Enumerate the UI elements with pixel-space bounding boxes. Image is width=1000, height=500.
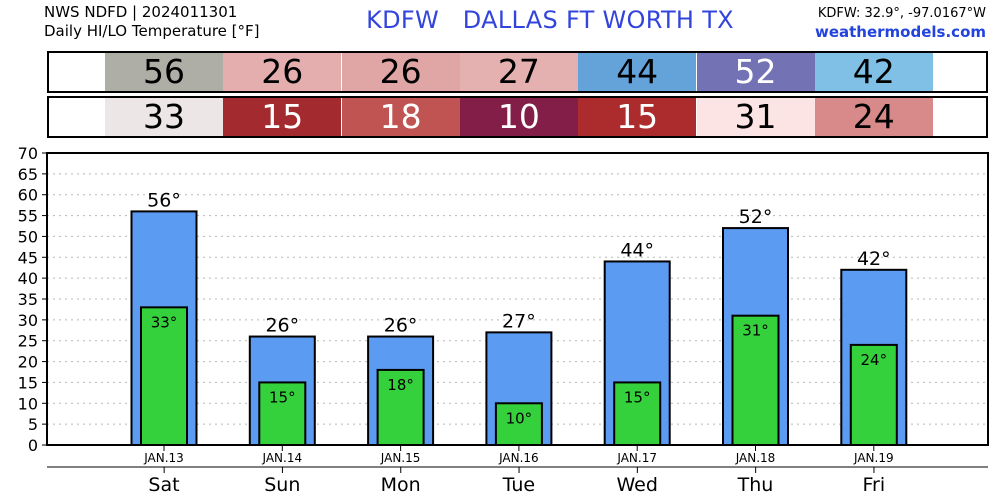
y-tick-label: 30 xyxy=(18,311,38,330)
low-temp-label: 33° xyxy=(151,313,178,331)
low-strip-cell: 31 xyxy=(696,98,815,136)
header-right: KDFW: 32.9°, -97.0167°W weathermodels.co… xyxy=(815,4,986,42)
high-temp-strip: 56 26 26 27 44 52 42 xyxy=(47,51,988,93)
day-label: Tue xyxy=(502,474,535,496)
low-temp-label: 24° xyxy=(861,351,888,369)
high-temp-label: 52° xyxy=(739,206,773,228)
low-temp-strip: 33 15 18 10 15 31 24 xyxy=(47,96,988,138)
high-temp-label: 56° xyxy=(147,189,181,211)
high-strip-cell: 26 xyxy=(223,53,342,91)
low-strip-cell: 18 xyxy=(341,98,460,136)
low-temp-label: 15° xyxy=(624,388,651,406)
low-temp-bar xyxy=(849,343,898,446)
high-strip-cell: 26 xyxy=(341,53,460,91)
station-coords: KDFW: 32.9°, -97.0167°W xyxy=(817,6,986,21)
y-tick-label: 0 xyxy=(28,436,38,455)
high-temp-label: 27° xyxy=(502,310,536,332)
y-tick-label: 40 xyxy=(18,269,38,288)
high-strip-cell: 42 xyxy=(814,53,933,91)
plot-frame xyxy=(46,152,989,446)
high-temp-label: 26° xyxy=(265,315,299,337)
low-strip-cell: 33 xyxy=(105,98,223,136)
date-label: JAN.13 xyxy=(143,451,184,465)
day-label: Sat xyxy=(148,474,179,496)
y-tick-label: 60 xyxy=(18,186,38,205)
low-temp-bar xyxy=(258,381,307,446)
low-temp-label: 10° xyxy=(506,409,533,427)
low-strip-cell: 24 xyxy=(814,98,933,136)
low-temp-label: 31° xyxy=(742,322,769,340)
high-strip-cell: 44 xyxy=(578,53,697,91)
date-label: JAN.16 xyxy=(498,451,539,465)
y-tick-label: 65 xyxy=(18,165,38,184)
y-tick-label: 25 xyxy=(18,332,38,351)
low-temp-label: 18° xyxy=(387,376,414,394)
station-title: KDFW DALLAS FT WORTH TX xyxy=(366,6,734,34)
low-temp-bar xyxy=(613,381,662,446)
high-strip-cell: 56 xyxy=(105,53,223,91)
date-label: JAN.18 xyxy=(735,451,776,465)
date-label: JAN.15 xyxy=(380,451,421,465)
product-line: Daily HI/LO Temperature [°F] xyxy=(44,22,260,40)
y-tick-label: 5 xyxy=(28,415,38,434)
date-label: JAN.19 xyxy=(853,451,894,465)
y-tick-label: 45 xyxy=(18,248,38,267)
low-temp-bar xyxy=(376,368,425,446)
low-strip-cell: 15 xyxy=(223,98,342,136)
high-strip-cell: 27 xyxy=(459,53,578,91)
high-temp-label: 26° xyxy=(384,315,418,337)
y-tick-label: 70 xyxy=(18,144,38,163)
low-temp-label: 15° xyxy=(269,388,296,406)
y-tick-label: 15 xyxy=(18,373,38,392)
y-tick-label: 55 xyxy=(18,207,38,226)
date-label: JAN.17 xyxy=(616,451,657,465)
high-strip-cell: 52 xyxy=(696,53,815,91)
day-label: Wed xyxy=(616,474,657,496)
day-label: Thu xyxy=(737,474,774,496)
site-link[interactable]: weathermodels.com xyxy=(814,23,986,41)
y-tick-label: 35 xyxy=(18,290,38,309)
high-temp-label: 42° xyxy=(857,248,891,270)
y-tick-label: 20 xyxy=(18,353,38,372)
day-label: Sun xyxy=(264,474,300,496)
source-line: NWS NDFD | 2024011301 xyxy=(44,3,238,21)
low-strip-cell: 15 xyxy=(578,98,697,136)
high-temp-label: 44° xyxy=(620,239,654,261)
low-strip-cell: 10 xyxy=(459,98,578,136)
date-label: JAN.14 xyxy=(261,451,302,465)
day-label: Mon xyxy=(381,474,421,496)
day-label: Fri xyxy=(862,474,885,496)
y-tick-label: 10 xyxy=(18,394,38,413)
y-tick-label: 50 xyxy=(18,227,38,246)
header-left: NWS NDFD | 2024011301 Daily HI/LO Temper… xyxy=(44,3,260,41)
